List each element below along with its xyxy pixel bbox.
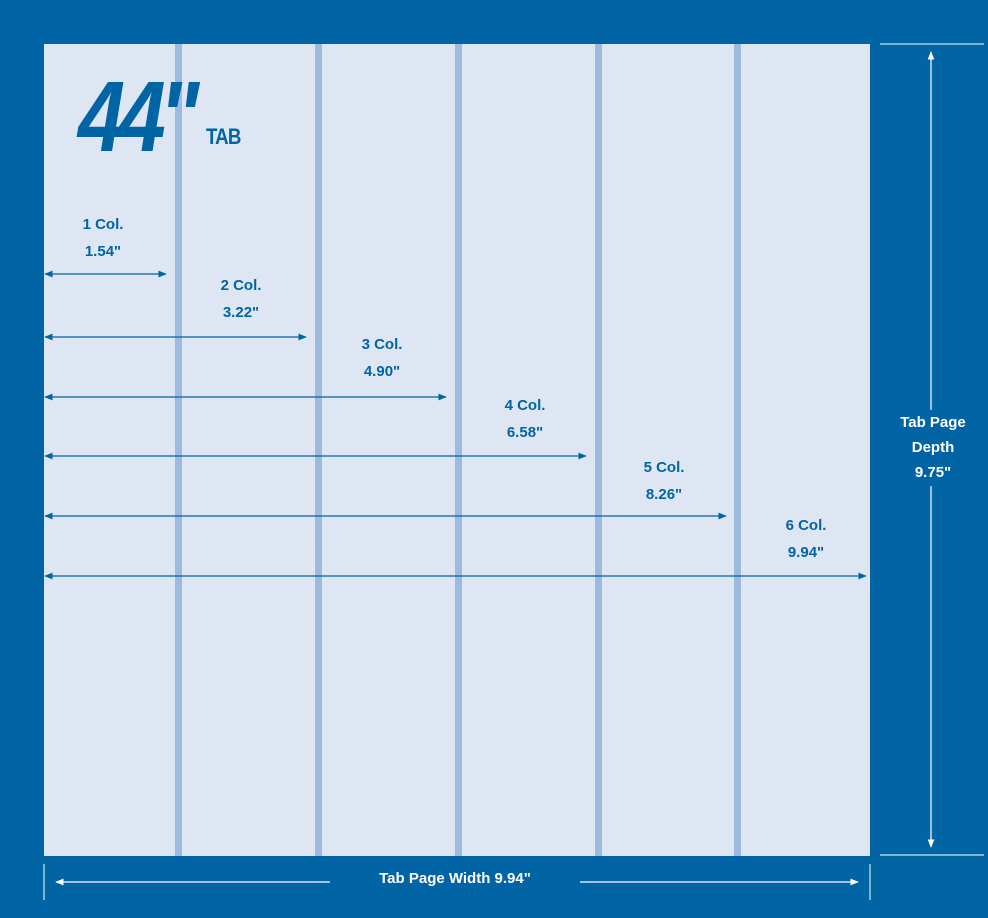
page-depth-line-1: Tab Page: [900, 414, 966, 431]
column-gutter-1: [175, 44, 182, 856]
column-gutter-4: [595, 44, 602, 856]
col-2-width: 3.22": [222, 304, 260, 321]
col-3-width: 4.90": [363, 363, 401, 380]
column-gutter-5: [734, 44, 741, 856]
col-3-label: 3 Col. 4.90": [337, 336, 427, 381]
col-6-label: 6 Col. 9.94": [761, 517, 851, 562]
col-5-name: 5 Col.: [643, 459, 685, 476]
col-5-label: 5 Col. 8.26": [619, 459, 709, 504]
tab-page-area: 44" TAB: [44, 44, 870, 856]
logo-size: 44": [78, 61, 199, 173]
col-2-name: 2 Col.: [220, 277, 262, 294]
col-1-width: 1.54": [84, 243, 122, 260]
col-3-name: 3 Col.: [361, 336, 403, 353]
page-depth-line-2: Depth: [911, 439, 955, 456]
page-depth-line-3: 9.75": [914, 464, 952, 481]
page-depth-label: Tab Page Depth 9.75": [878, 410, 988, 486]
col-6-width: 9.94": [787, 544, 825, 561]
col-4-width: 6.58": [506, 424, 544, 441]
col-4-label: 4 Col. 6.58": [480, 397, 570, 442]
col-6-name: 6 Col.: [785, 517, 827, 534]
col-5-width: 8.26": [645, 486, 683, 503]
col-4-name: 4 Col.: [504, 397, 546, 414]
column-gutter-3: [455, 44, 462, 856]
col-1-label: 1 Col. 1.54": [58, 216, 148, 261]
col-1-name: 1 Col.: [82, 216, 124, 233]
col-2-label: 2 Col. 3.22": [196, 277, 286, 322]
column-gutter-2: [315, 44, 322, 856]
logo-suffix: TAB: [206, 124, 241, 149]
tab-size-logo: 44" TAB: [78, 61, 241, 173]
page-width-label: Tab Page Width 9.94": [330, 866, 580, 892]
